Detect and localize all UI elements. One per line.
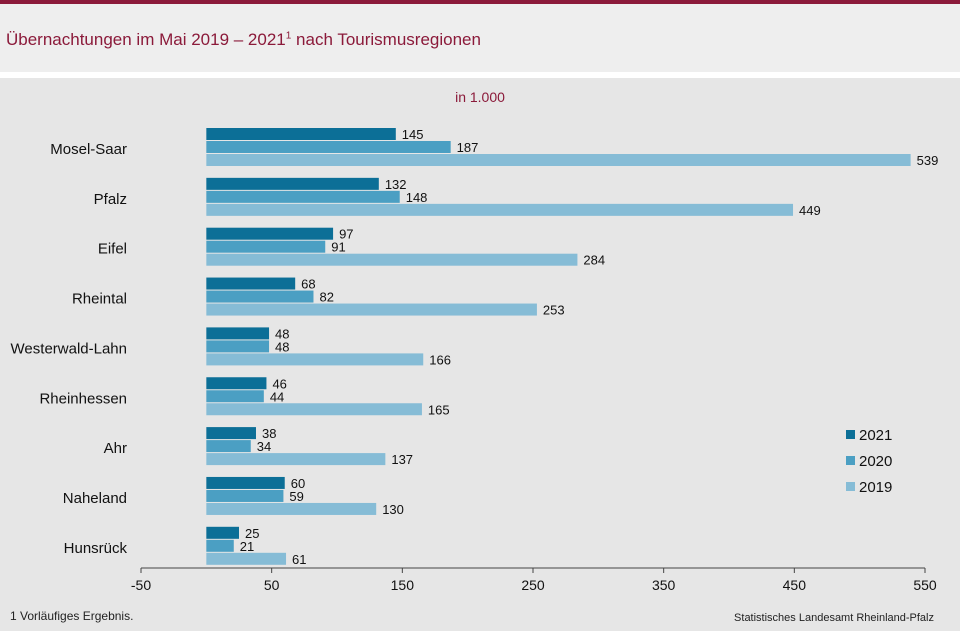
- data-label: 132: [385, 177, 407, 192]
- x-tick-label: 350: [652, 577, 676, 593]
- x-tick-label: 50: [264, 577, 280, 593]
- data-label: 68: [301, 277, 315, 292]
- top-accent-bar: [0, 0, 960, 4]
- bar-2020: [206, 240, 326, 253]
- category-label: Eifel: [98, 241, 127, 258]
- data-label: 130: [382, 502, 404, 517]
- header: Übernachtungen im Mai 2019 – 20211 nach …: [0, 4, 960, 72]
- bar-2019: [206, 552, 287, 565]
- data-label: 539: [917, 153, 939, 168]
- data-label: 48: [275, 326, 289, 341]
- bar-2020: [206, 440, 251, 453]
- legend-label: 2021: [859, 427, 892, 444]
- bar-2021: [206, 227, 334, 240]
- data-label: 91: [331, 240, 345, 255]
- footnote: 1 Vorläufiges Ergebnis.: [10, 609, 134, 623]
- data-label: 145: [402, 127, 424, 142]
- source-label: Statistisches Landesamt Rheinland-Pfalz: [734, 612, 934, 624]
- legend-label: 2019: [859, 479, 892, 496]
- legend-swatch-2021: [846, 430, 855, 439]
- data-label: 46: [272, 376, 286, 391]
- bar-2020: [206, 539, 234, 552]
- bar-2021: [206, 377, 267, 390]
- bar-2019: [206, 303, 537, 316]
- data-label: 165: [428, 402, 450, 417]
- bar-2020: [206, 141, 451, 153]
- bar-2020: [206, 489, 284, 502]
- bar-2019: [206, 502, 377, 515]
- legend-swatch-2020: [846, 456, 855, 465]
- legend-swatch-2019: [846, 482, 855, 491]
- bar-2021: [206, 128, 396, 140]
- bar-2021: [206, 177, 379, 190]
- bar-2020: [206, 390, 264, 403]
- x-tick-label: 450: [783, 577, 807, 593]
- data-label: 187: [457, 140, 479, 155]
- bar-2019: [206, 253, 578, 266]
- data-label: 284: [583, 253, 605, 268]
- header-separator: [0, 72, 960, 78]
- unit-label: in 1.000: [455, 89, 505, 105]
- bar-2021: [206, 476, 285, 489]
- data-label: 21: [240, 539, 254, 554]
- x-tick-label: 250: [521, 577, 545, 593]
- data-label: 97: [339, 227, 353, 242]
- bar-2021: [206, 277, 296, 290]
- data-label: 137: [391, 452, 413, 467]
- data-label: 166: [429, 352, 451, 367]
- chart-title: Übernachtungen im Mai 2019 – 20211 nach …: [6, 30, 481, 50]
- title-footnote-mark: 1: [285, 30, 292, 42]
- category-label: Mosel-Saar: [50, 141, 127, 158]
- data-label: 60: [291, 476, 305, 491]
- x-tick-label: -50: [131, 577, 151, 593]
- bar-2021: [206, 327, 270, 340]
- x-tick-label: 550: [913, 577, 937, 593]
- x-tick-label: 150: [391, 577, 415, 593]
- category-label: Hunsrück: [64, 540, 128, 557]
- data-label: 25: [245, 526, 259, 541]
- category-label: Pfalz: [94, 191, 127, 208]
- bar-2019: [206, 403, 422, 416]
- bar-2020: [206, 340, 270, 353]
- data-label: 148: [406, 190, 428, 205]
- category-label: Rheinhessen: [39, 390, 127, 407]
- bar-2021: [206, 526, 239, 539]
- bar-2021: [206, 427, 256, 440]
- data-label: 59: [289, 489, 303, 504]
- bar-2019: [206, 203, 794, 216]
- data-label: 34: [257, 439, 271, 454]
- category-label: Ahr: [104, 440, 127, 457]
- data-label: 44: [270, 389, 284, 404]
- bar-2019: [206, 353, 424, 366]
- data-label: 48: [275, 339, 289, 354]
- data-label: 253: [543, 303, 565, 318]
- bar-2020: [206, 290, 314, 303]
- data-label: 38: [262, 426, 276, 441]
- data-label: 449: [799, 203, 821, 218]
- data-label: 61: [292, 552, 306, 567]
- bar-2019: [206, 453, 386, 466]
- chart-title-text: Übernachtungen im Mai 2019 – 2021: [6, 30, 286, 49]
- data-label: 82: [319, 290, 333, 305]
- chart-background: [0, 78, 960, 631]
- bar-2020: [206, 190, 400, 203]
- category-label: Westerwald-Lahn: [11, 340, 127, 357]
- category-label: Naheland: [63, 490, 127, 507]
- category-label: Rheintal: [72, 291, 127, 308]
- bar-2019: [206, 154, 911, 166]
- legend-label: 2020: [859, 453, 892, 470]
- chart-title-suffix: nach Tourismusregionen: [291, 30, 481, 49]
